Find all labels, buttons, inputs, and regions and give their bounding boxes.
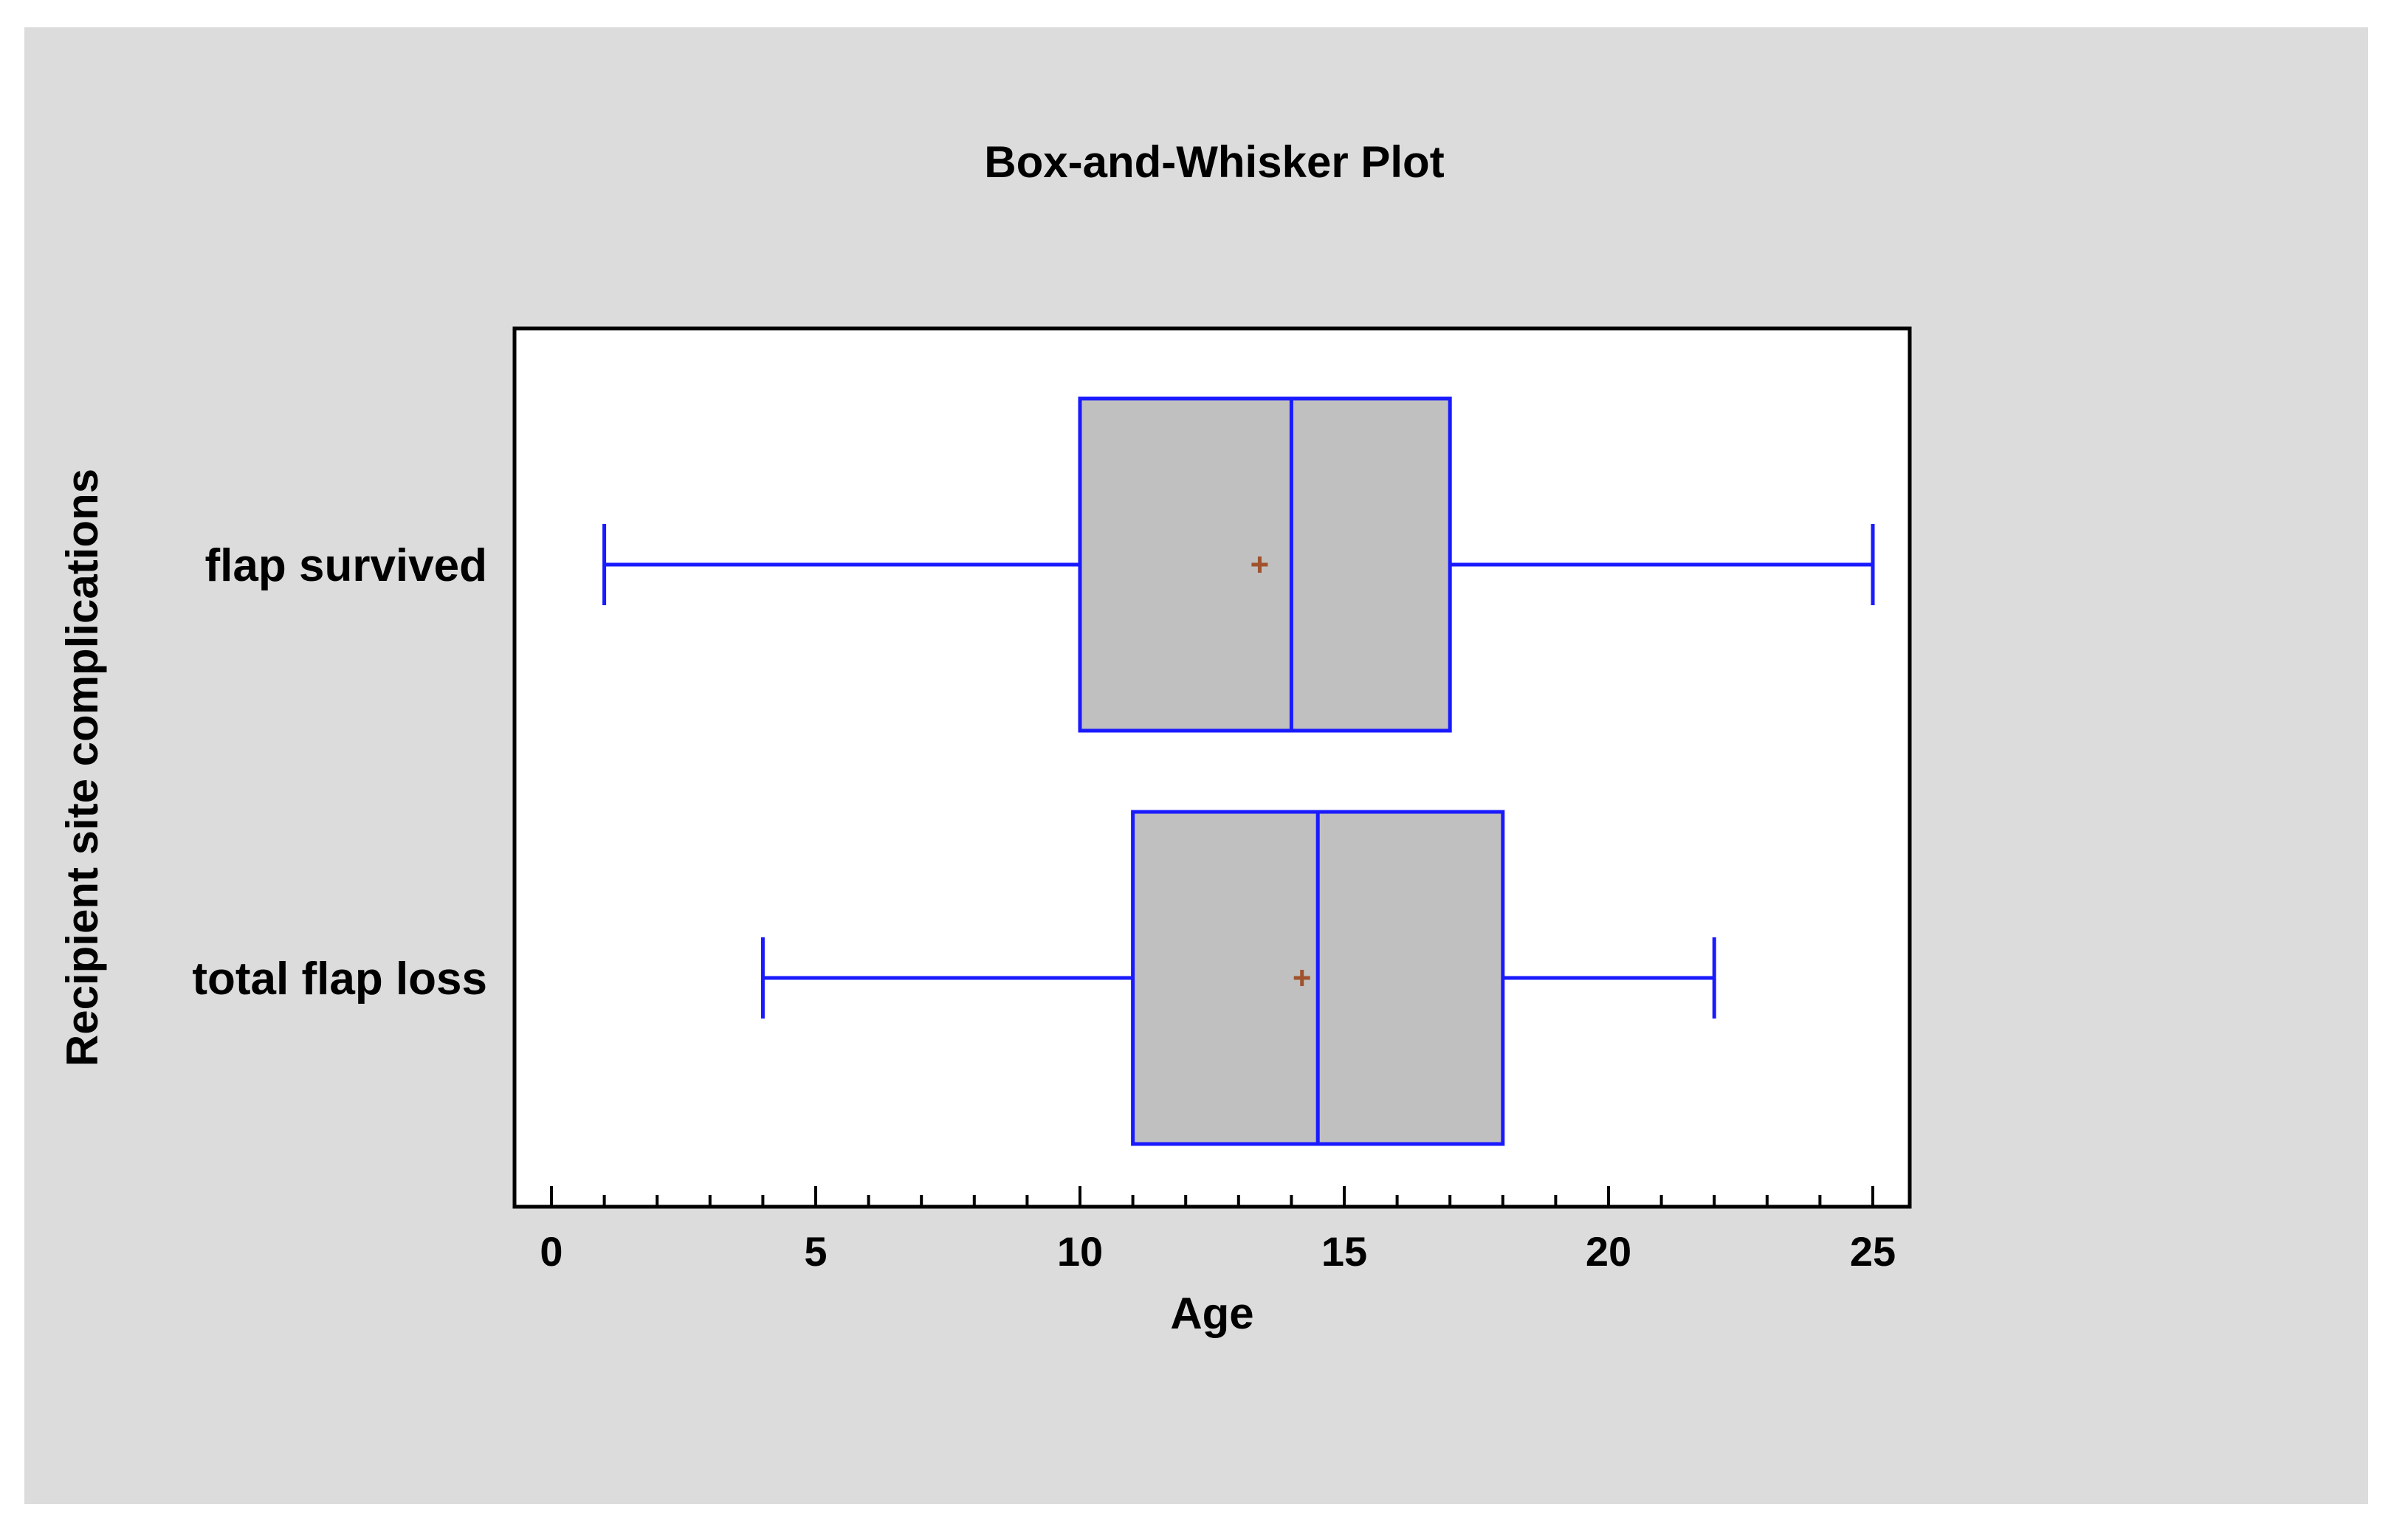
category-label: flap survived — [205, 540, 487, 591]
x-tick-label: 5 — [804, 1228, 827, 1275]
y-axis-label: Recipient site complications — [58, 469, 107, 1066]
mean-marker — [1293, 970, 1310, 986]
box-group: flap survived — [205, 396, 1875, 733]
x-tick-label: 0 — [540, 1228, 563, 1275]
x-tick-label: 15 — [1321, 1228, 1367, 1275]
mean-marker — [1251, 556, 1268, 573]
x-tick-label: 10 — [1057, 1228, 1103, 1275]
box-group: total flap loss — [192, 810, 1716, 1146]
x-tick-label: 25 — [1850, 1228, 1896, 1275]
box-series: flap survived total flap loss — [192, 396, 1875, 1146]
chart-title: Box-and-Whisker Plot — [984, 137, 1444, 187]
x-axis-ticks: 0 5 10 15 20 25 — [540, 1186, 1896, 1275]
category-label: total flap loss — [192, 954, 487, 1005]
x-axis-label: Age — [1170, 1289, 1253, 1338]
x-tick-label: 20 — [1586, 1228, 1631, 1275]
